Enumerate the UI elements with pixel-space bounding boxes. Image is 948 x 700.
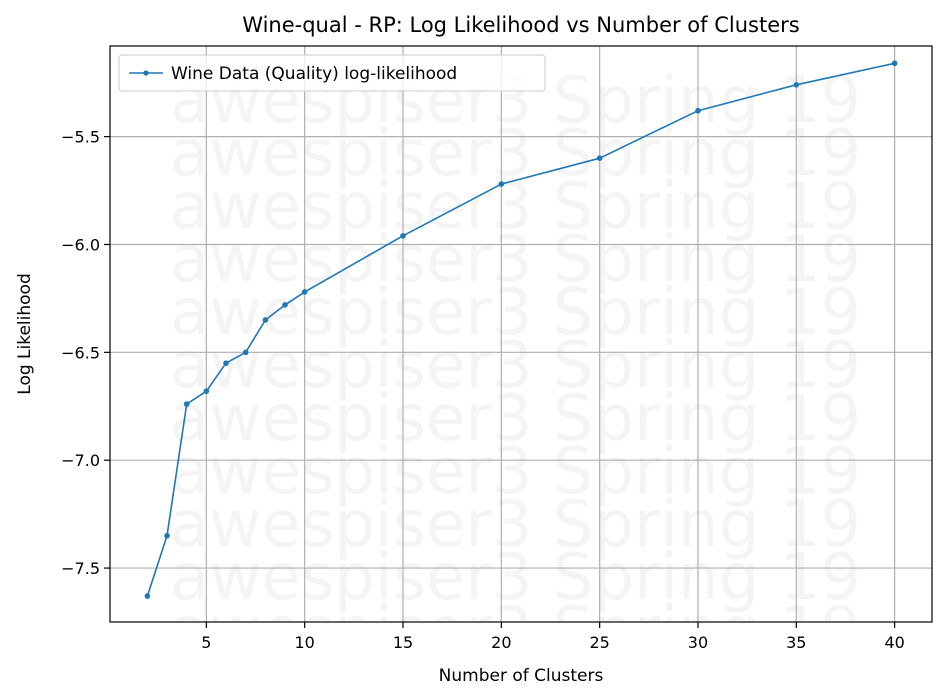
x-tick-label: 25 [589,633,609,652]
watermark-text: awespiser3 Spring 19 [170,223,861,297]
legend-label: Wine Data (Quality) log-likelihood [171,64,457,84]
gridlines [110,46,932,622]
data-point [144,593,151,599]
series-layer [144,60,898,599]
data-point [282,302,288,308]
data-point [223,360,229,366]
watermark-text: awespiser3 Spring 19 [170,594,861,668]
x-tick-label: 35 [786,633,806,652]
data-point [793,82,800,88]
watermark-text: awespiser3 Spring 19 [170,382,861,456]
y-tick-label: −5.5 [61,128,100,147]
data-point [203,388,210,394]
data-point [262,317,269,323]
x-tick-label: 20 [491,633,511,652]
data-point [301,289,308,295]
legend: Wine Data (Quality) log-likelihood [118,54,546,92]
watermark-text: awespiser3 Spring 19 [170,435,861,509]
y-tick-label: −7.5 [61,559,100,578]
legend-box [118,54,546,92]
y-axis-label: Log Likelihood [15,273,35,394]
x-tick-label: 5 [201,633,211,652]
data-point [400,233,406,239]
data-point [164,532,170,539]
x-tick-label: 10 [295,633,315,652]
watermark: awespiser3 Spring 19awespiser3 Spring 19… [170,64,861,668]
y-tick-label: −6.0 [61,235,100,254]
data-point [498,181,505,187]
data-point [242,349,249,356]
watermark-text: awespiser3 Spring 19 [170,117,861,191]
data-point [183,401,190,407]
x-tick-label: 30 [688,633,708,652]
x-axis-label: Number of Clusters [439,666,604,686]
data-point [891,60,898,67]
x-tick-label: 40 [884,633,904,652]
watermark-text: awespiser3 Spring 19 [170,541,861,615]
watermark-text: awespiser3 Spring 19 [170,488,861,562]
watermark-text: awespiser3 Spring 19 [170,329,861,403]
x-tick-label: 15 [393,633,413,652]
plot-area [109,45,933,623]
y-tick-label: −6.5 [61,343,100,362]
y-tick-label: −7.0 [61,451,100,470]
data-point [596,155,603,161]
watermark-text: awespiser3 Spring 19 [170,170,861,244]
chart-title: Wine-qual - RP: Log Likelihood vs Number… [242,13,799,37]
axis-ticks: 5 10 15 20 25 30 35 40 −7.5 −7.0 −6.5 −6.0 −5.5 [61,128,905,652]
watermark-text: awespiser3 Spring 19 [170,276,861,350]
data-point [695,107,701,114]
legend-marker [143,70,149,76]
